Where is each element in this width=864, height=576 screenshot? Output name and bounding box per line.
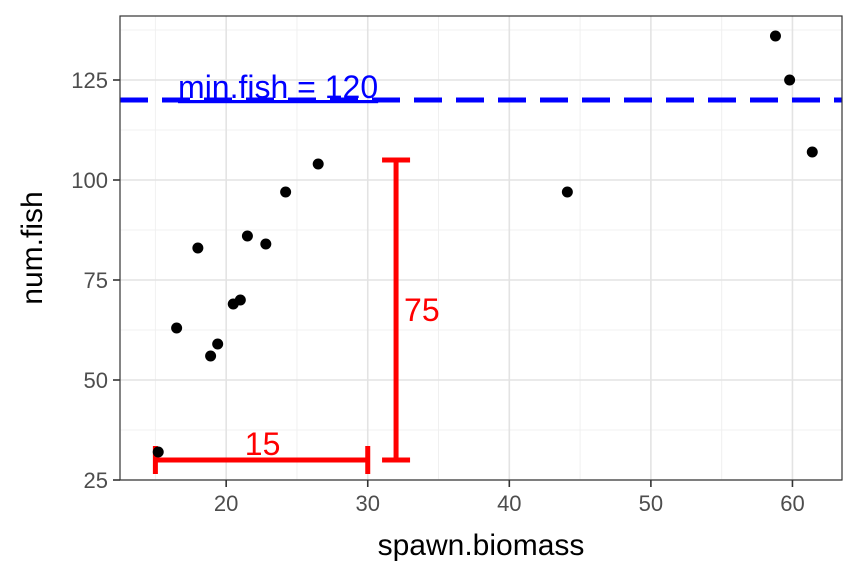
data-point bbox=[806, 146, 818, 158]
y-tick-label: 25 bbox=[84, 468, 108, 493]
x-tick-label: 50 bbox=[639, 491, 663, 516]
data-point bbox=[260, 238, 272, 250]
x-tick-labels: 20 30 40 50 60 bbox=[214, 491, 805, 516]
x-tick-label: 30 bbox=[356, 491, 380, 516]
y-tick-label: 100 bbox=[71, 168, 108, 193]
reference-line-layer: min.fish = 120 bbox=[120, 69, 842, 105]
annotation-bracket-75: 75 bbox=[382, 157, 440, 463]
data-point bbox=[205, 350, 217, 362]
data-point bbox=[234, 294, 246, 306]
points-layer bbox=[152, 30, 818, 458]
axis-ticks bbox=[113, 79, 794, 487]
minor-gridlines bbox=[120, 16, 842, 480]
x-tick-label: 20 bbox=[214, 491, 238, 516]
annotation-bracket-15: 15 bbox=[152, 426, 371, 474]
major-gridlines bbox=[120, 16, 842, 481]
data-point bbox=[769, 30, 781, 42]
min-fish-reference-label: min.fish = 120 bbox=[178, 69, 378, 105]
data-point bbox=[784, 74, 796, 86]
data-point bbox=[312, 158, 324, 170]
y-tick-labels: 25 50 75 100 125 bbox=[71, 68, 108, 493]
bracket-label: 15 bbox=[245, 426, 281, 462]
data-point bbox=[171, 322, 183, 334]
bracket-label: 75 bbox=[404, 292, 440, 328]
x-axis-title: spawn.biomass bbox=[378, 529, 585, 562]
y-tick-label: 125 bbox=[71, 68, 108, 93]
x-tick-label: 60 bbox=[780, 491, 804, 516]
data-point bbox=[152, 446, 164, 458]
data-point bbox=[561, 186, 573, 198]
data-point bbox=[212, 338, 224, 350]
data-point bbox=[192, 242, 204, 254]
y-axis-title: num.fish bbox=[16, 191, 49, 304]
x-tick-label: 40 bbox=[497, 491, 521, 516]
data-point bbox=[280, 186, 292, 198]
panel-border bbox=[119, 15, 843, 481]
y-tick-label: 75 bbox=[84, 268, 108, 293]
data-point bbox=[241, 230, 253, 242]
y-tick-label: 50 bbox=[84, 368, 108, 393]
